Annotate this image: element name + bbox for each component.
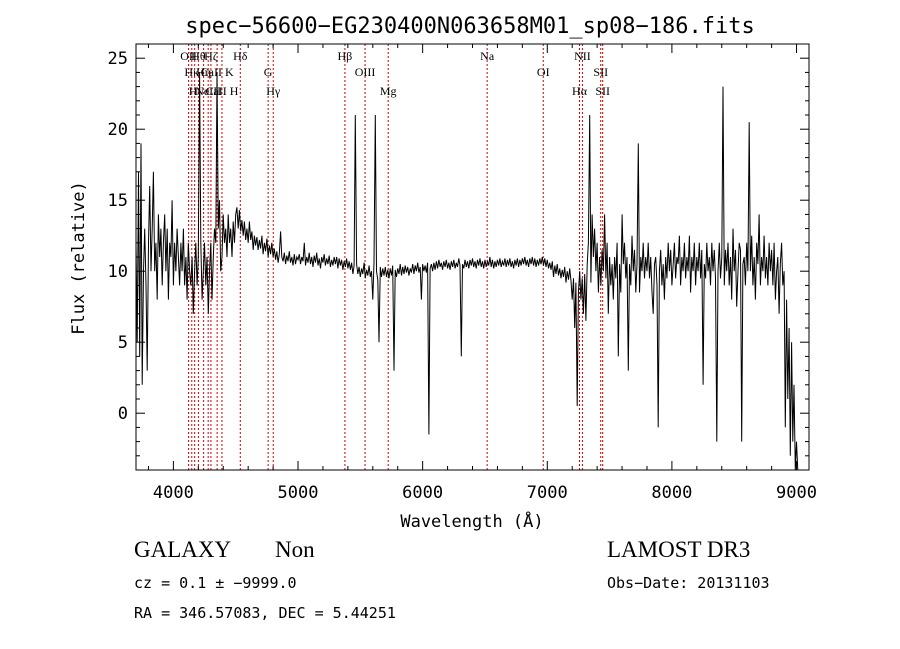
y-tick-label: 25 [108, 49, 128, 69]
spectrum-line [135, 72, 799, 471]
y-tick-label: 15 [108, 191, 128, 211]
marker-label: NII [574, 49, 591, 63]
marker-label: Hθ [191, 49, 206, 63]
marker-label: Hζ [204, 49, 218, 63]
y-tick-label: 5 [118, 333, 128, 353]
x-axis-label: Wavelength (Å) [400, 510, 543, 532]
marker-label: OII [180, 49, 197, 63]
x-tick-label: 9000 [776, 483, 817, 503]
emission-line-markers [188, 44, 604, 470]
x-axis: 4000 5000 6000 7000 8000 9000 [147, 44, 817, 503]
marker-label: G [264, 65, 273, 79]
marker-label: SII [595, 84, 610, 98]
marker-label: Na [480, 49, 495, 63]
marker-label: Hι [189, 84, 202, 98]
obs-date-text: Obs−Date: 20131103 [607, 574, 770, 592]
marker-label: SII [593, 65, 608, 79]
marker-label: Hγ [266, 84, 281, 98]
marker-label: CaII H [205, 84, 238, 98]
spectrum-plot: spec−56600−EG230400N063658M01_sp08−186.f… [69, 14, 817, 532]
x-tick-label: 7000 [527, 483, 568, 503]
spectrum-series [135, 72, 799, 471]
marker-label: OI [537, 65, 550, 79]
plot-frame [135, 43, 810, 471]
marker-label: Hβ [338, 49, 353, 63]
x-tick-label: 5000 [278, 483, 319, 503]
x-tick-label: 8000 [651, 483, 692, 503]
redshift-text: cz = 0.1 ± −9999.0 [134, 574, 297, 592]
marker-label: Hα [572, 84, 588, 98]
subclass-label: Non [275, 537, 315, 562]
marker-label: NeIII [195, 84, 221, 98]
survey-label: LAMOST DR3 [607, 537, 751, 562]
x-tick-label: 4000 [153, 483, 194, 503]
marker-label: Hκ [184, 65, 199, 79]
y-tick-label: 10 [108, 262, 128, 282]
y-tick-label: 0 [118, 404, 128, 424]
y-tick-label: 20 [108, 120, 128, 140]
y-axis-label: Flux (relative) [69, 181, 89, 335]
y-axis: 0 5 10 15 20 25 [108, 43, 809, 471]
marker-label: Hδ [233, 49, 248, 63]
marker-label: OIII [355, 65, 376, 79]
coordinates-text: RA = 346.57083, DEC = 5.44251 [134, 604, 396, 622]
x-tick-label: 6000 [402, 483, 443, 503]
marker-label: CaII K [201, 65, 234, 79]
marker-label: Mg [380, 84, 397, 98]
class-label: GALAXY [134, 537, 232, 562]
chart-title: spec−56600−EG230400N063658M01_sp08−186.f… [185, 14, 755, 39]
